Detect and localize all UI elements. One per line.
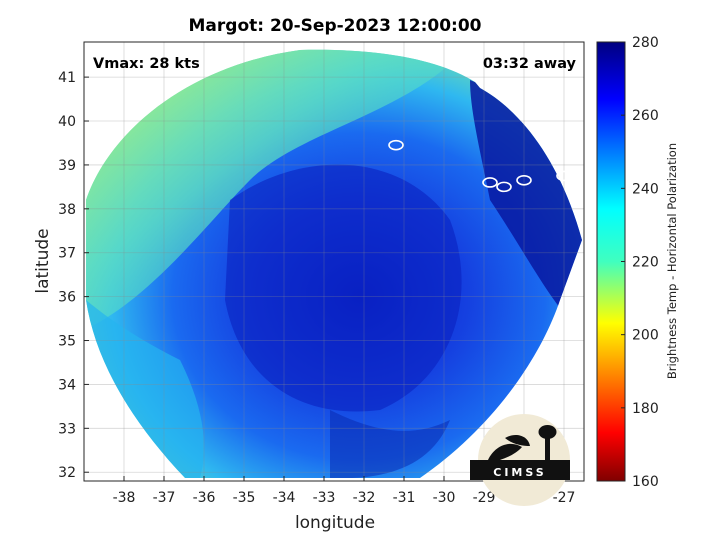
colorbar-tick-label: 220 [632, 255, 659, 271]
y-axis: 32 33 34 35 36 37 38 39 40 41 [58, 70, 89, 481]
y-axis-label: latitude [33, 228, 53, 293]
x-tick-label: -38 [113, 490, 136, 506]
swath-core [225, 164, 462, 412]
y-tick-label: 36 [58, 290, 76, 306]
x-tick-label: -29 [473, 490, 496, 506]
y-tick-label: 38 [58, 202, 76, 218]
time-away-annotation: 03:32 away [483, 56, 577, 72]
x-tick-label: -37 [153, 490, 176, 506]
grid-lines [84, 42, 584, 481]
colorbar-tick-label: 240 [632, 181, 659, 197]
swath-northwest-warm [86, 49, 470, 330]
y-tick-label: 32 [58, 465, 76, 481]
swath-south-cold [330, 410, 450, 478]
y-tick-label: 39 [58, 158, 76, 174]
colorbar-label: Brightness Temp - Horizontal Polarizatio… [665, 143, 679, 379]
contour-ring [482, 177, 498, 188]
contour-ring [556, 170, 572, 182]
swath-southwest [86, 300, 204, 478]
swath-layer [86, 49, 582, 478]
x-tick-label: -31 [393, 490, 416, 506]
y-tick-label: 37 [58, 246, 76, 262]
logo-dish-2 [505, 434, 530, 446]
colorbar-tick-label: 260 [632, 108, 659, 124]
y-tick-label: 33 [58, 421, 76, 437]
contour-ring [388, 139, 404, 151]
x-tick-label: -30 [433, 490, 456, 506]
y-tick-label: 41 [58, 70, 76, 86]
logo-tank [538, 425, 557, 439]
colorbar-tick-label: 160 [632, 474, 659, 490]
y-tick-label: 34 [58, 377, 76, 393]
x-tick-label: -35 [233, 490, 256, 506]
contours [388, 139, 572, 193]
y-tick-label: 40 [58, 114, 76, 130]
x-tick-label: -27 [553, 490, 576, 506]
vmax-annotation: Vmax: 28 kts [93, 56, 200, 72]
colorbar-tick-label: 180 [632, 401, 659, 417]
logo-ground [470, 460, 570, 480]
swath-east-cold [470, 80, 582, 330]
chart-title: Margot: 20-Sep-2023 12:00:00 [189, 16, 482, 36]
x-tick-label: -36 [193, 490, 216, 506]
logo-dish-1 [488, 443, 522, 460]
x-tick-label: -34 [273, 490, 296, 506]
logo-text: CIMSS [493, 466, 546, 479]
cimss-logo: CIMSS [470, 414, 570, 506]
y-tick-label: 35 [58, 334, 76, 350]
swath-image [86, 49, 582, 478]
x-axis-label: longitude [295, 513, 375, 533]
axes-frame [83, 41, 585, 482]
contour-ring [496, 181, 512, 193]
colorbar-tick-label: 200 [632, 328, 659, 344]
logo-tower [545, 436, 550, 462]
contour-ring [516, 174, 532, 186]
colorbar-tick-label: 280 [632, 35, 659, 51]
x-tick-label: -33 [313, 490, 336, 506]
colorbar-ticks: 160 180 200 220 240 260 280 [621, 35, 659, 490]
colorbar [596, 41, 626, 482]
x-tick-label: -32 [353, 490, 376, 506]
